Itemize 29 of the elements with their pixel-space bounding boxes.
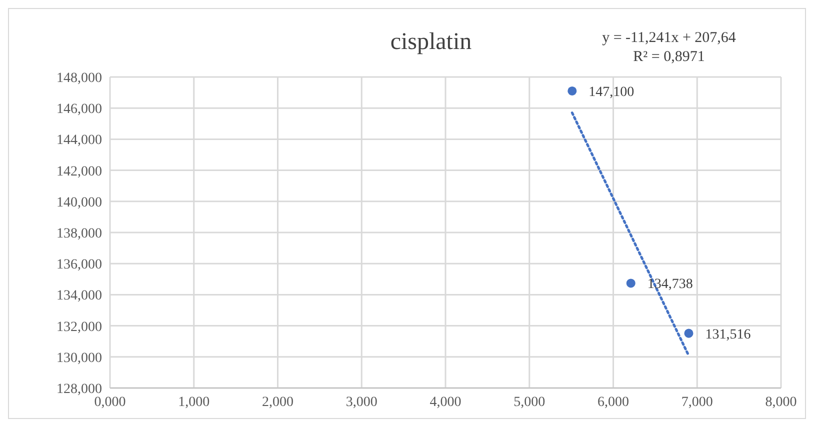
data-label: 147,100 (588, 84, 634, 100)
data-label: 131,516 (705, 327, 751, 342)
y-tick-label: 130,000 (56, 350, 102, 366)
text: R² = 0,8971 (632, 48, 706, 67)
point (684, 328, 694, 338)
point (568, 86, 577, 96)
y-tick-label: 146,000 (56, 102, 102, 118)
x-tick-label: 5,000 (514, 394, 546, 410)
data-label: 134,738 (647, 277, 693, 292)
chart-title: cisplatin (390, 29, 472, 55)
x-tick-label: 0,000 (94, 394, 126, 410)
y-tick-label: 148,000 (56, 70, 102, 86)
y-tick-label: 136,000 (56, 258, 102, 273)
x-tick-label: 1,000 (178, 394, 210, 410)
x-tick-label: 7,000 (681, 394, 713, 410)
y-tick-label: 134,000 (56, 288, 102, 304)
text: y = -11,241x + 207,64 (601, 29, 737, 48)
point (626, 278, 636, 288)
y-tick-label: 128,000 (56, 382, 102, 397)
x-tick-label: 4,000 (430, 394, 462, 410)
y-tick-label: 144,000 (56, 133, 102, 148)
y-tick-label: 132,000 (56, 320, 102, 335)
y-tick-label: 142,000 (56, 164, 102, 180)
x-tick-label: 2,000 (262, 394, 294, 410)
y-tick-label: 138,000 (56, 226, 102, 242)
x-tick-label: 8,000 (765, 394, 797, 410)
x-tick-label: 3,000 (346, 394, 378, 410)
x-tick-label: 6,000 (598, 394, 629, 410)
y-tick-label: 140,000 (56, 195, 102, 210)
